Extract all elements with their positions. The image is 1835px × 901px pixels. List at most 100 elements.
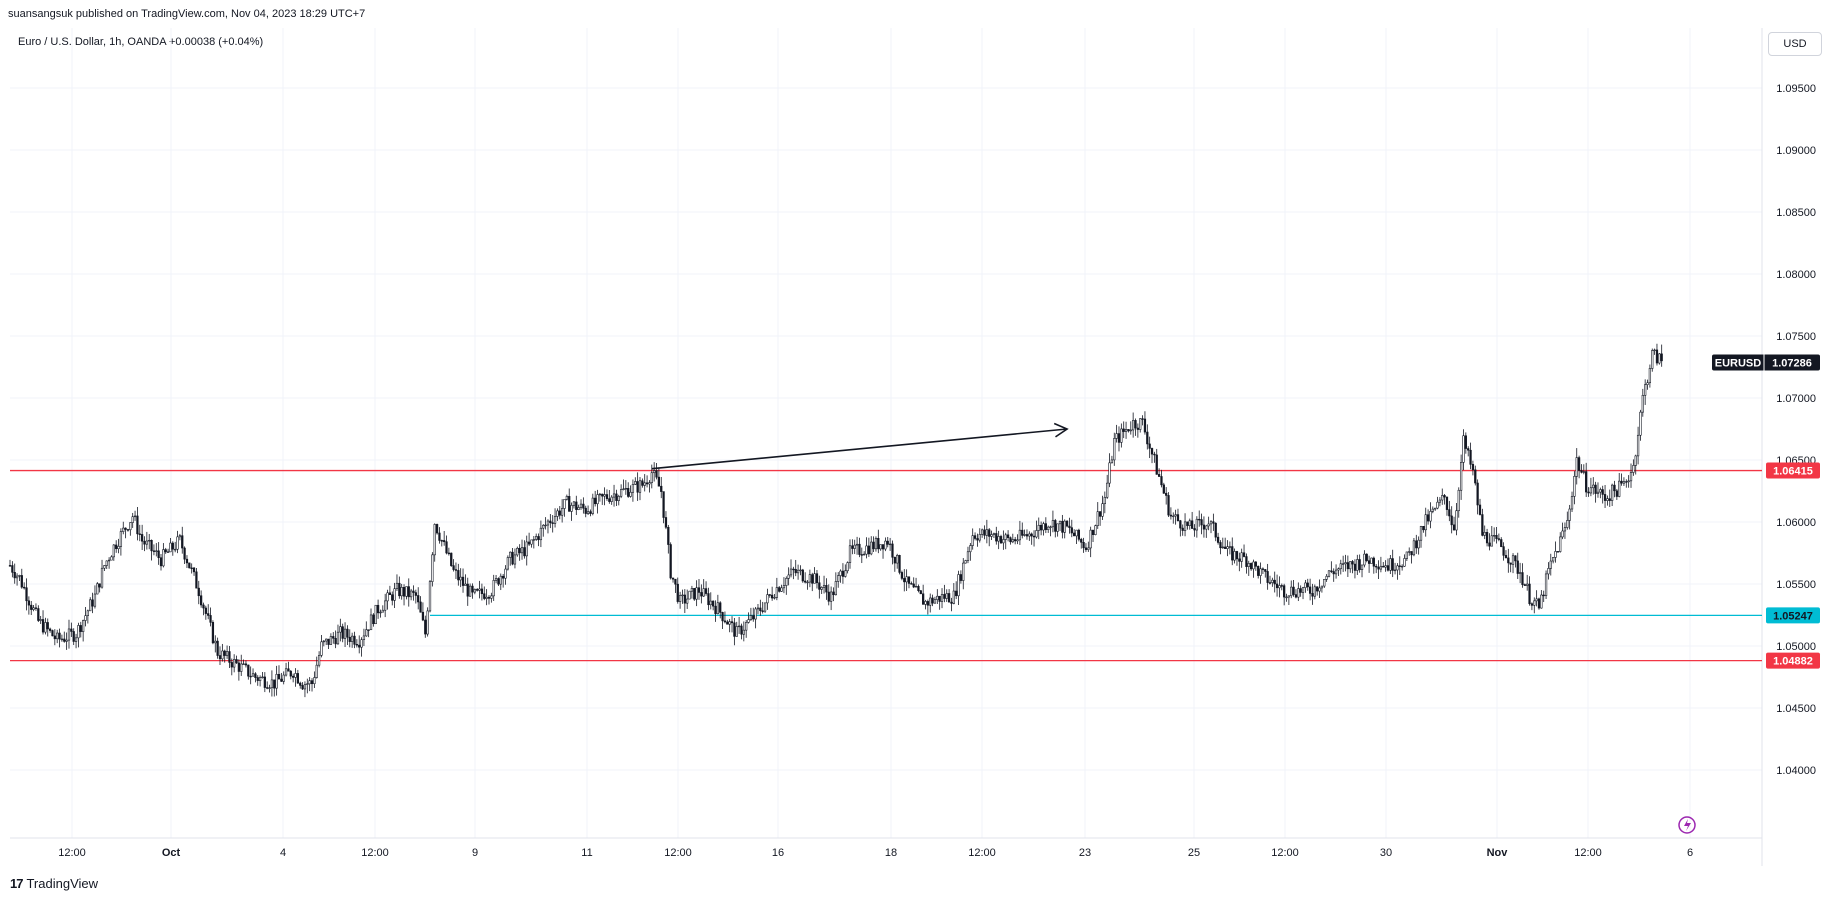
x-tick-label: 12:00	[1271, 847, 1299, 859]
candle-body	[973, 535, 977, 539]
x-tick-label: 6	[1687, 847, 1693, 859]
candle-body	[202, 604, 205, 609]
lightning-icon[interactable]	[1678, 816, 1696, 834]
candle-body	[919, 590, 922, 595]
candle-body	[1122, 428, 1125, 432]
candle-body	[1165, 492, 1168, 496]
candle-body	[829, 591, 833, 602]
candle-body	[143, 540, 146, 545]
candle-body	[683, 594, 686, 604]
candle-body	[863, 553, 866, 556]
trend-arrow[interactable]	[651, 428, 1068, 470]
candle-body	[37, 608, 40, 621]
candle-body	[740, 625, 743, 635]
y-tick-label: 1.07000	[1776, 393, 1816, 405]
candle-body	[1266, 571, 1269, 583]
candle-body	[1346, 562, 1349, 570]
candle-body	[1518, 572, 1522, 574]
candle-body	[966, 551, 970, 561]
candle-body	[1401, 565, 1404, 568]
candle-body	[999, 536, 1003, 544]
candle-body	[162, 549, 165, 567]
candle-body	[1615, 490, 1618, 497]
candle-body	[1509, 562, 1512, 565]
candle-body	[527, 541, 531, 545]
candle-body	[1214, 522, 1217, 538]
candle-body	[648, 482, 651, 485]
candle-body	[905, 576, 908, 583]
candle-body	[1606, 498, 1609, 501]
candle-body	[1134, 420, 1137, 429]
candle-body	[1004, 534, 1007, 540]
candle-body	[23, 586, 26, 589]
candle-body	[938, 595, 941, 602]
candle-body	[1337, 568, 1340, 571]
candle-body	[1580, 470, 1583, 473]
candle-body	[1405, 551, 1408, 559]
candle-body	[723, 620, 727, 623]
candle-body	[478, 588, 481, 591]
candle-body	[261, 676, 264, 679]
candle-body	[1306, 582, 1309, 588]
candle-body	[1592, 484, 1595, 489]
candle-body	[976, 538, 979, 541]
candle-body	[483, 593, 486, 599]
candle-body	[1257, 565, 1260, 576]
candle-body	[299, 682, 302, 686]
candle-body	[126, 529, 130, 531]
candle-body	[586, 511, 590, 514]
candle-body	[509, 551, 512, 558]
x-tick-label: 12:00	[58, 847, 86, 859]
candle-body	[308, 680, 311, 685]
candle-body	[1039, 524, 1043, 531]
candle-body	[1179, 520, 1182, 529]
candle-body	[1290, 586, 1293, 597]
candle-body	[310, 680, 314, 685]
candle-body	[211, 622, 215, 644]
candle-body	[1467, 448, 1470, 451]
candle-body	[79, 625, 82, 632]
candle-body	[1596, 491, 1600, 494]
candle-body	[570, 505, 573, 512]
candle-body	[1641, 394, 1644, 413]
candle-body	[539, 527, 543, 541]
candle-body	[388, 592, 392, 596]
chart-grid	[10, 28, 1762, 838]
candle-body	[315, 664, 318, 678]
candle-body	[159, 557, 163, 567]
candle-body	[1639, 411, 1642, 436]
candle-body	[1283, 585, 1286, 598]
candle-body	[91, 599, 94, 607]
candle-body	[1334, 569, 1338, 575]
candle-body	[74, 637, 78, 642]
candle-body	[1240, 552, 1243, 562]
candle-body	[759, 607, 762, 612]
symbol-info[interactable]: Euro / U.S. Dollar, 1h, OANDA +0.00038 (…	[18, 36, 264, 48]
level-price-label: 1.04882	[1773, 656, 1813, 668]
footer-brand[interactable]: 17 TradingView	[10, 876, 98, 891]
candle-body	[535, 536, 538, 540]
candle-body	[329, 636, 333, 645]
candle-body	[650, 472, 653, 483]
candle-body	[1386, 565, 1390, 571]
candle-body	[277, 673, 281, 680]
candle-body	[1124, 429, 1128, 432]
level-price-tag	[1766, 462, 1820, 479]
currency-button[interactable]: USD	[1768, 32, 1822, 56]
candle-body	[207, 613, 210, 616]
candle-body	[1259, 568, 1262, 576]
candle-body	[301, 685, 304, 690]
candle-body	[1065, 520, 1069, 527]
candle-body	[1358, 559, 1361, 570]
candle-body	[445, 541, 448, 554]
candle-body	[995, 533, 998, 542]
candle-body	[1285, 596, 1288, 599]
candle-body	[424, 619, 427, 635]
candle-body	[955, 590, 958, 597]
candle-body	[997, 536, 1000, 542]
candle-body	[589, 511, 592, 514]
candle-body	[1459, 462, 1463, 491]
candle-body	[1448, 509, 1451, 517]
candle-body	[643, 482, 646, 486]
